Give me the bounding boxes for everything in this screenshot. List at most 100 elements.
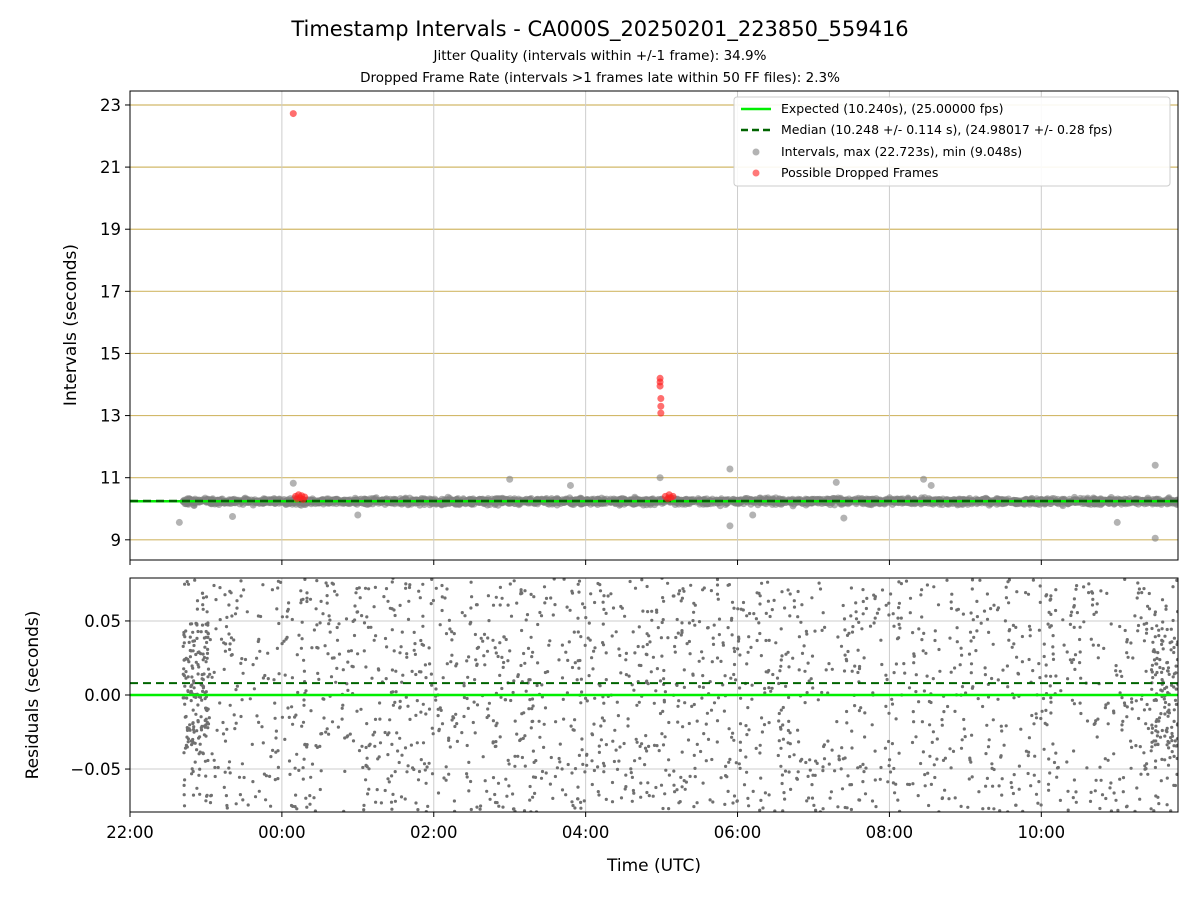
residual-point [320,732,324,736]
residual-point [204,635,208,639]
residual-point [857,798,861,802]
residual-point [308,794,312,798]
residual-point [1164,607,1168,611]
residual-point [1049,597,1053,601]
residual-point [1017,787,1021,791]
residual-point [367,787,371,791]
residual-point [276,586,280,590]
residual-point [182,641,186,645]
residual-point [1078,637,1082,642]
residual-point [1072,749,1076,753]
residual-point [999,724,1003,728]
residual-point [1087,591,1091,595]
residual-point [1069,613,1073,618]
residual-point [483,779,487,783]
residual-point [1150,687,1154,691]
residual-point [403,746,408,750]
residual-point [452,799,456,803]
residual-point [367,767,371,771]
residual-point [1136,629,1140,633]
residual-point [205,793,209,797]
residual-point [199,630,203,634]
residual-point [645,679,649,683]
residual-point [845,709,849,714]
residual-point [758,751,762,755]
residual-point [738,686,742,690]
residual-point [674,635,678,640]
residual-point [560,767,564,771]
residual-point [916,794,920,798]
residual-point [1172,719,1176,724]
residual-point [1135,596,1139,600]
residual-point [207,716,211,720]
residual-point [1172,754,1176,759]
residual-point [925,583,930,587]
residual-point [354,591,358,595]
residual-point [1074,587,1078,591]
residual-point [1121,790,1125,794]
residual-point [195,599,200,603]
residual-point [593,646,597,650]
residual-point [183,702,187,706]
residual-point [511,690,515,695]
residual-point [293,805,297,809]
residual-point [272,678,276,682]
residual-point [1157,628,1161,632]
residual-point [444,765,448,769]
residual-point [968,630,973,634]
residual-point [697,620,702,624]
residual-point [279,580,283,585]
residual-point [378,701,382,705]
residual-point [1046,622,1050,626]
residual-point [288,772,292,777]
residual-point [804,629,809,634]
residual-point [421,702,425,706]
residual-point [335,638,340,642]
residual-point [1125,651,1129,655]
residual-point [821,611,825,615]
residual-point [324,730,328,734]
interval-point [726,522,734,530]
residual-point [716,696,721,700]
residual-point [1026,592,1031,596]
residual-point [524,618,528,622]
residual-point [811,686,815,690]
residual-point [1170,731,1174,736]
residual-point [499,695,503,699]
residual-point [762,723,767,727]
residual-point [1126,655,1130,659]
residual-point [297,633,301,637]
residual-point [352,633,357,638]
residual-point [1170,725,1174,729]
residual-point [655,608,659,612]
residual-point [212,758,216,762]
residual-point [609,592,613,596]
residual-point [257,720,261,725]
residual-point [491,719,495,723]
residual-point [735,799,739,803]
residual-point [448,745,452,749]
residual-point [662,599,666,603]
residual-point [809,677,813,681]
residual-point [985,617,990,621]
residual-point [232,713,236,717]
residual-point [779,727,783,731]
residual-point [676,720,680,724]
residual-point [1072,778,1076,782]
residual-point [1138,797,1142,801]
x-tick-label: 10:00 [1018,823,1066,842]
residual-point [679,599,683,603]
residual-point [205,656,209,660]
residual-point [1051,645,1055,649]
residual-point [1075,584,1079,588]
residual-point [1033,754,1037,758]
residual-point [654,785,658,790]
residual-point [786,588,790,592]
residual-point [715,656,720,660]
residual-point [233,727,237,731]
residual-point [548,639,552,643]
residual-point [849,783,854,787]
residual-point [641,645,645,649]
residual-point [303,742,307,747]
residual-point [497,804,501,808]
